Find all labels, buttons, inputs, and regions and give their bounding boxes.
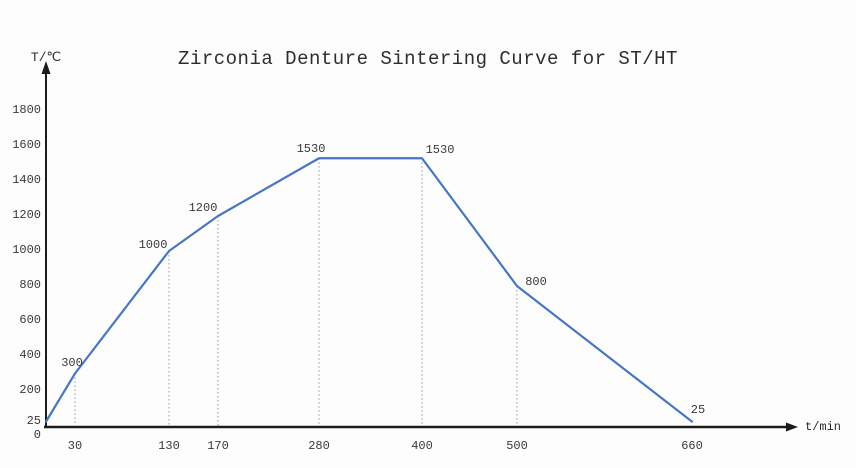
y-tick-200: 200 [19,383,41,397]
y-tick-0: 0 [33,428,41,442]
x-tick-30: 30 [67,439,83,453]
x-tick-170: 170 [207,439,229,453]
sintering-curve-line [44,157,694,423]
y-axis-arrow-icon [41,61,51,74]
x-axis-label: t/min [805,420,842,434]
x-axis-arrow-icon [786,422,798,432]
x-tick-660: 660 [681,439,703,453]
y-tick-600: 600 [19,313,41,327]
y-tick-1600: 1600 [12,138,41,152]
point-label-280: 1530 [296,142,326,157]
y-tick-1200: 1200 [12,208,41,222]
x-tick-130: 130 [158,439,180,453]
point-label-400: 1530 [425,143,455,158]
point-label-500: 800 [525,275,547,289]
point-label-660: 25 [690,402,706,417]
x-tick-400: 400 [411,439,433,453]
point-label-170: 1200 [188,201,218,215]
y-axis-label: T/℃ [30,50,62,65]
chart-title: Zirconia Denture Sintering Curve for ST/… [178,48,678,70]
point-label-130: 1000 [138,238,168,252]
point-label-30: 300 [61,355,83,370]
x-tick-280: 280 [308,439,330,453]
y-tick-1800: 1800 [12,103,41,117]
y-tick-1000: 1000 [12,243,41,257]
y-tick-25: 25 [26,414,41,428]
x-tick-500: 500 [506,439,528,453]
y-tick-1400: 1400 [12,173,41,187]
y-tick-400: 400 [19,348,41,362]
y-tick-800: 800 [19,278,41,292]
